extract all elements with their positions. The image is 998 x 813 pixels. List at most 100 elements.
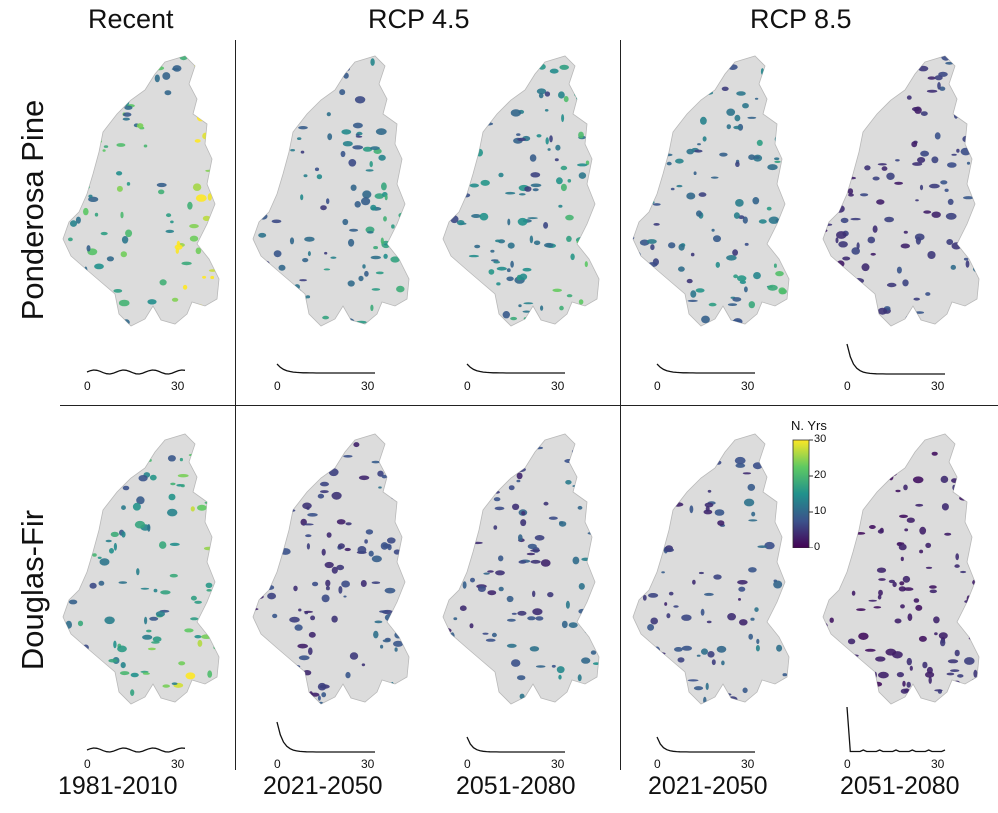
suitability-patch <box>743 498 755 507</box>
suitability-patch <box>383 216 387 222</box>
suitability-patch <box>716 694 726 702</box>
suitability-patch <box>298 655 310 661</box>
histogram-curve <box>466 363 565 374</box>
suitability-patch <box>717 520 725 526</box>
suitability-patch <box>498 586 504 592</box>
suitability-patch <box>152 636 162 642</box>
suitability-patch <box>97 556 102 559</box>
suitability-patch <box>552 288 562 292</box>
histogram-tick-max: 30 <box>551 757 565 771</box>
suitability-patch <box>462 110 469 116</box>
suitability-patch <box>716 645 727 653</box>
suitability-patch <box>355 133 360 137</box>
suitability-patch <box>702 136 707 142</box>
suitability-patch <box>924 434 928 435</box>
suitability-patch <box>450 141 458 149</box>
suitability-patch <box>494 490 500 494</box>
suitability-patch <box>495 239 501 243</box>
suitability-patch <box>167 52 177 55</box>
suitability-patch <box>897 542 905 545</box>
suitability-patch <box>543 222 549 229</box>
suitability-patch <box>197 456 208 460</box>
suitability-patch <box>486 684 495 690</box>
suitability-patch <box>919 526 927 535</box>
suitability-patch <box>925 566 933 569</box>
suitability-patch <box>633 86 636 89</box>
suitability-map: 0 30 <box>252 433 410 771</box>
period-label-3: 2051-2080 <box>456 772 576 800</box>
suitability-patch <box>303 523 314 526</box>
suitability-patch <box>382 639 391 643</box>
histogram-tick-max: 30 <box>931 757 945 771</box>
suitability-patch <box>747 483 756 491</box>
suitability-patch <box>577 88 581 93</box>
suitability-patch <box>205 83 216 89</box>
suitability-patch <box>110 104 115 112</box>
suitability-patch <box>123 112 132 117</box>
suitability-patch <box>769 48 775 53</box>
suitability-patch <box>920 150 929 157</box>
colorbar-tick-30: 30 <box>814 433 827 445</box>
suitability-patch <box>357 546 367 554</box>
suitability-patch <box>109 485 118 491</box>
suitability-patch <box>447 558 455 562</box>
suitability-patch <box>147 423 155 430</box>
suitability-patch <box>321 594 330 603</box>
suitability-patch <box>284 518 288 523</box>
suitability-patch <box>518 560 527 564</box>
suitability-patch <box>447 500 457 505</box>
region-outline <box>62 55 220 327</box>
suitability-patch <box>54 587 60 593</box>
suitability-patch <box>944 532 952 536</box>
suitability-patch <box>686 278 693 284</box>
suitability-patch <box>951 478 959 483</box>
suitability-patch <box>320 490 329 494</box>
suitability-patch <box>253 560 257 567</box>
suitability-patch <box>63 492 67 495</box>
suitability-patch <box>960 570 967 574</box>
suitability-patch <box>395 434 404 435</box>
header-rcp45: RCP 4.5 <box>368 4 470 34</box>
suitability-patch <box>973 266 979 273</box>
suitability-patch <box>647 624 655 631</box>
suitability-patch <box>375 271 384 275</box>
suitability-patch <box>823 635 827 644</box>
suitability-patch <box>365 169 374 172</box>
suitability-patch <box>676 45 684 53</box>
suitability-patch <box>373 630 379 639</box>
suitability-patch <box>536 134 542 138</box>
suitability-patch <box>554 158 559 162</box>
suitability-patch <box>396 285 405 293</box>
suitability-patch <box>120 211 124 219</box>
suitability-patch <box>551 664 556 668</box>
suitability-patch <box>343 455 353 458</box>
suitability-patch <box>900 243 910 249</box>
suitability-patch <box>708 302 717 307</box>
suitability-patch <box>518 193 526 196</box>
suitability-patch <box>136 568 140 576</box>
suitability-patch <box>692 579 696 585</box>
suitability-patch <box>290 149 295 152</box>
period-label-5: 2051-2080 <box>840 772 960 800</box>
suitability-patch <box>63 170 68 176</box>
suitability-map: 0 30 <box>252 55 410 393</box>
histogram-tick-max: 30 <box>171 379 185 393</box>
suitability-patch <box>884 216 894 223</box>
suitability-patch <box>860 691 870 698</box>
suitability-patch <box>861 263 870 272</box>
suitability-patch <box>459 688 466 695</box>
suitability-patch <box>586 465 596 469</box>
histogram-inset: 0 30 <box>84 369 186 393</box>
suitability-patch <box>835 205 845 213</box>
suitability-patch <box>578 583 585 590</box>
suitability-patch <box>545 137 549 145</box>
suitability-patch <box>279 98 284 102</box>
suitability-patch <box>391 494 400 500</box>
suitability-patch <box>899 581 905 586</box>
suitability-patch <box>307 513 318 517</box>
suitability-patch <box>758 219 767 224</box>
suitability-patch <box>864 165 871 171</box>
suitability-patch <box>149 616 159 621</box>
suitability-patch <box>527 616 536 621</box>
suitability-patch <box>434 178 442 185</box>
